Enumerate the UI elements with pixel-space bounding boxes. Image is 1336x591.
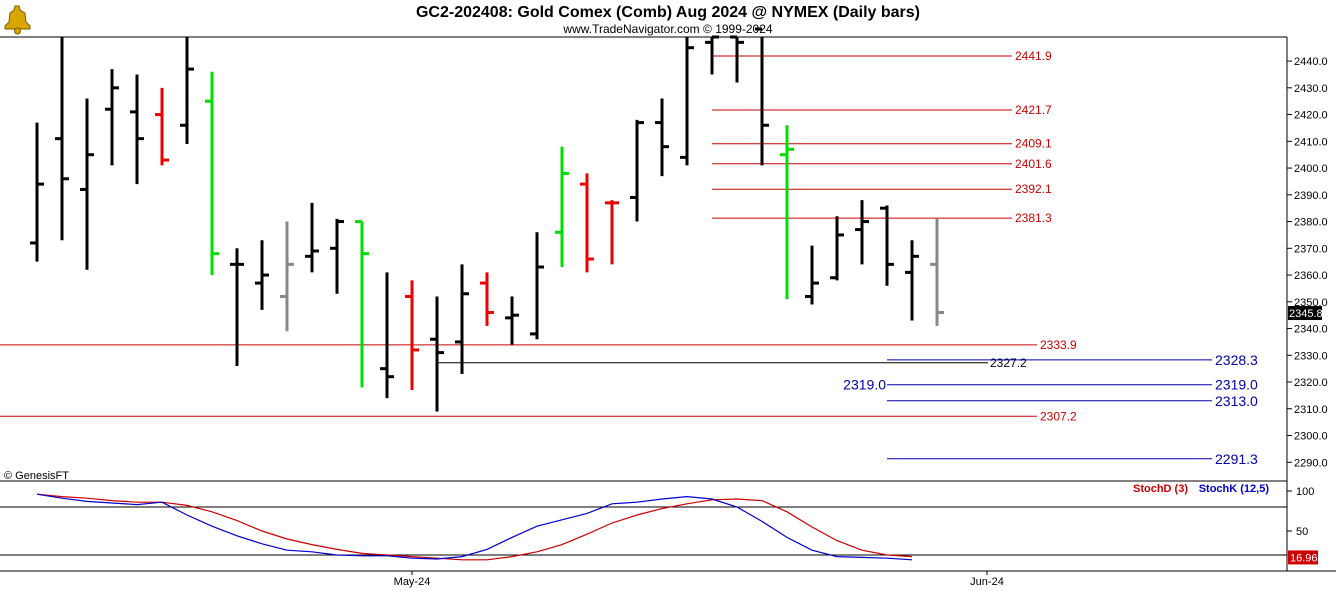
price-tick-label: 2410.0	[1294, 136, 1328, 148]
stoch-last-value-label: 16.96	[1290, 552, 1318, 564]
price-tick-label: 2320.0	[1294, 377, 1328, 389]
price-axis: 2290.0 2300.0 2310.0 2320.0 2330.0 2340.0 2350…	[1287, 56, 1328, 469]
price-tick-label: 2290.0	[1294, 457, 1328, 469]
stoch-last-value-box	[1288, 550, 1318, 565]
blue-level-label: 2291.3	[1215, 451, 1258, 467]
ohlc-bar	[655, 98, 669, 177]
ohlc-bar	[530, 232, 544, 340]
ohlc-bar	[780, 125, 794, 300]
ohlc-bar	[355, 220, 369, 388]
price-tick-label: 2360.0	[1294, 270, 1328, 282]
blue-level-label: 2313.0	[1215, 393, 1258, 409]
red-level-label: 2381.3	[1015, 211, 1052, 225]
ohlc-bar	[680, 37, 694, 166]
ohlc-bar	[730, 35, 744, 83]
ohlc-bar	[130, 74, 144, 185]
ohlc-bar	[830, 216, 844, 281]
ohlc-bar	[880, 205, 894, 286]
legend-stochd: StochD (3)	[1133, 483, 1188, 495]
ohlc-bar	[205, 71, 219, 276]
price-panel	[0, 36, 1336, 572]
price-tick-label: 2310.0	[1294, 404, 1328, 416]
ohlc-bar	[80, 98, 94, 270]
price-tick-label: 2350.0	[1294, 297, 1328, 309]
date-tick-label: May-24	[394, 576, 431, 588]
chart-subtitle: www.TradeNavigator.com © 1999-2024	[562, 22, 772, 36]
price-tick-label: 2330.0	[1294, 350, 1328, 362]
ohlc-bar	[605, 200, 619, 265]
price-tick-label: 2390.0	[1294, 190, 1328, 202]
watermark-text: © GenesisFT	[4, 470, 69, 482]
red-level-label: 2333.9	[1040, 338, 1077, 352]
ohlc-bar	[855, 200, 869, 265]
ohlc-bar	[705, 35, 719, 75]
ohlc-bar	[930, 218, 944, 326]
bars-layer	[30, 27, 944, 412]
ohlc-bar	[255, 240, 269, 310]
black-level-label: 2327.2	[990, 356, 1027, 370]
blue-level-label-left: 2319.0	[843, 377, 886, 393]
price-tick-label: 2300.0	[1294, 431, 1328, 443]
red-level-label: 2441.9	[1015, 49, 1052, 63]
red-level-label: 2421.7	[1015, 103, 1052, 117]
last-price-label: 2345.8	[1289, 308, 1323, 320]
red-level-label: 2401.6	[1015, 157, 1052, 171]
ohlc-bar	[505, 296, 519, 345]
ohlc-bar	[630, 119, 644, 222]
red-level-label: 2409.1	[1015, 137, 1052, 151]
red-level-label: 2392.1	[1015, 182, 1052, 196]
ohlc-bar	[230, 248, 244, 366]
bell-logo-icon	[4, 5, 31, 35]
chart-title: GC2-202408: Gold Comex (Comb) Aug 2024 @…	[416, 4, 920, 21]
blue-level-label: 2319.0	[1215, 377, 1258, 393]
levels-layer: 2441.9 2421.7 2409.1 2401.6 2392.1 2381.3 2333…	[0, 49, 1258, 467]
ohlc-bar	[280, 221, 294, 332]
ohlc-bar	[380, 272, 394, 399]
last-price-box	[1288, 306, 1322, 321]
ohlc-bar	[905, 240, 919, 321]
price-tick-label: 2420.0	[1294, 110, 1328, 122]
legend-stochk: StochK (12,5)	[1199, 483, 1270, 495]
ohlc-bar	[580, 173, 594, 273]
stochastic-panel: 100 50 StochD (3) StochK (12,5) 16.96	[0, 483, 1318, 565]
stoch-series-line	[36, 493, 913, 561]
ohlc-bar	[555, 146, 569, 268]
price-tick-label: 2380.0	[1294, 217, 1328, 229]
red-level-label: 2307.2	[1040, 409, 1077, 423]
ohlc-bar	[755, 27, 769, 166]
ohlc-bar	[405, 280, 419, 391]
date-tick-label: Jun-24	[970, 576, 1004, 588]
ohlc-bar	[155, 87, 169, 166]
ohlc-bar	[30, 122, 44, 262]
stoch-tick-label: 50	[1296, 526, 1308, 538]
ohlc-bar	[430, 296, 444, 412]
price-tick-label: 2340.0	[1294, 324, 1328, 336]
price-tick-label: 2370.0	[1294, 243, 1328, 255]
price-tick-label: 2430.0	[1294, 83, 1328, 95]
blue-level-label: 2328.3	[1215, 352, 1258, 368]
ohlc-bar	[805, 245, 819, 305]
price-tick-label: 2400.0	[1294, 163, 1328, 175]
ohlc-bar	[180, 37, 194, 144]
ohlc-bar	[480, 272, 494, 326]
ohlc-bar	[305, 202, 319, 273]
stoch-tick-label: 100	[1296, 486, 1314, 498]
ohlc-bar	[55, 37, 69, 241]
ohlc-bar	[330, 218, 344, 294]
ohlc-bar	[455, 264, 469, 375]
stoch-series-line	[36, 493, 913, 561]
price-tick-label: 2440.0	[1294, 56, 1328, 68]
ohlc-bar	[105, 69, 119, 166]
date-axis: May-24 Jun-24	[394, 571, 1004, 588]
